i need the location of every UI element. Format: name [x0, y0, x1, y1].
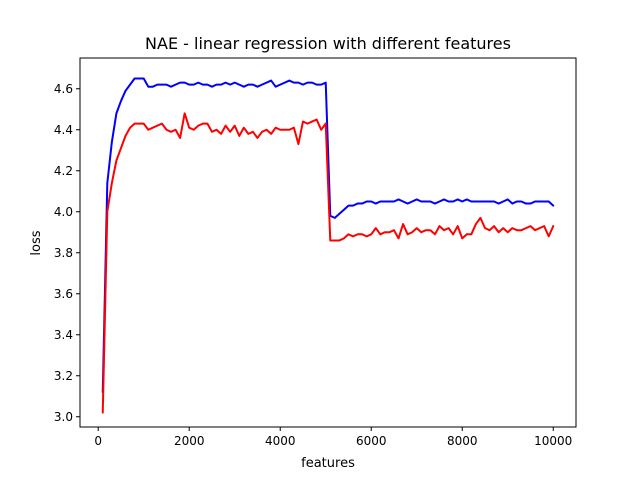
x-axis: 0 2000 4000 6000 8000 10000	[94, 427, 572, 448]
y-tick-label: 4.2	[54, 164, 73, 178]
y-tick-label: 4.4	[54, 123, 73, 137]
plot-area	[101, 77, 555, 414]
series-line-1	[101, 77, 555, 394]
plot-frame	[79, 57, 577, 428]
y-tick-label: 3.4	[54, 328, 73, 342]
x-tick-label: 2000	[174, 434, 205, 448]
y-tick-label: 4.0	[54, 205, 73, 219]
y-tick-label: 3.0	[54, 410, 73, 424]
y-tick-label: 3.8	[54, 246, 73, 260]
x-axis-label: features	[301, 456, 355, 471]
x-tick-label: 8000	[447, 434, 478, 448]
chart-title: NAE - linear regression with different f…	[145, 34, 511, 53]
y-tick-label: 3.6	[54, 287, 73, 301]
x-tick-label: 6000	[356, 434, 387, 448]
y-axis: 3.0 3.2 3.4 3.6 3.8 4.0 4.2 4.4 4.6	[54, 82, 80, 424]
x-tick-label: 0	[94, 434, 102, 448]
x-tick-label: 10000	[534, 434, 572, 448]
y-tick-label: 3.2	[54, 369, 73, 383]
x-tick-label: 4000	[265, 434, 296, 448]
y-axis-label: loss	[29, 230, 44, 255]
y-tick-label: 4.6	[54, 82, 73, 96]
series-line-2	[101, 112, 555, 414]
